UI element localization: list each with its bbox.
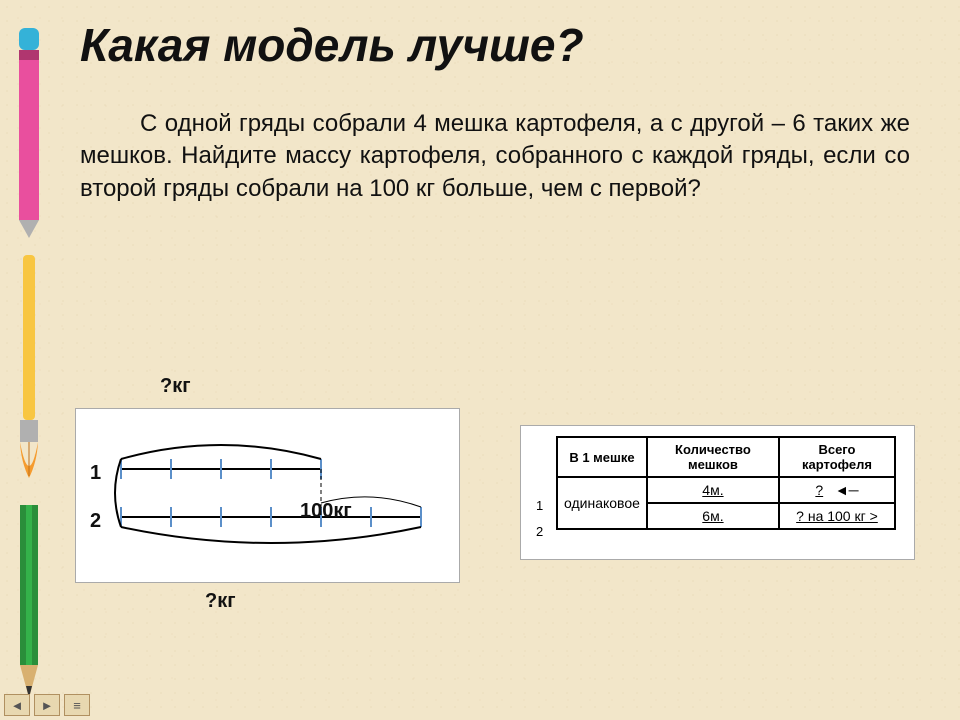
segment-diagram-svg — [76, 409, 461, 584]
table-row: одинаковое 4м. ? ◄─ — [557, 477, 895, 503]
diagram-diff-label: 100кг — [300, 500, 352, 523]
slide-nav: ◄ ► ≡ — [4, 694, 90, 716]
problem-text: С одной гряды собрали 4 мешка картофеля,… — [80, 108, 910, 205]
col-header: Всего картофеля — [779, 437, 895, 477]
comparison-table-box: В 1 мешке Количество мешков Всего картоф… — [520, 425, 915, 560]
cell: ? на 100 кг > — [779, 503, 895, 529]
comparison-table: В 1 мешке Количество мешков Всего картоф… — [556, 436, 896, 530]
prev-slide-button[interactable]: ◄ — [4, 694, 30, 716]
cell: 6м. — [647, 503, 779, 529]
col-header: Количество мешков — [647, 437, 779, 477]
cell: 4м. — [647, 477, 779, 503]
cell-same: одинаковое — [557, 477, 647, 529]
page-title: Какая модель лучше? — [80, 18, 584, 72]
col-header: В 1 мешке — [557, 437, 647, 477]
tools-svg — [4, 10, 52, 710]
pen-icon — [19, 28, 39, 238]
table-row-index: 1 — [536, 498, 543, 513]
table-row-index: 2 — [536, 524, 543, 539]
diagram-top-label: ?кг — [160, 375, 191, 398]
cell: ? ◄─ — [779, 477, 895, 503]
menu-button[interactable]: ≡ — [64, 694, 90, 716]
segment-diagram — [75, 408, 460, 583]
next-slide-button[interactable]: ► — [34, 694, 60, 716]
pencil-icon — [20, 505, 38, 698]
diagram-row2-index: 2 — [90, 510, 101, 533]
diagram-row1-index: 1 — [90, 462, 101, 485]
table-header-row: В 1 мешке Количество мешков Всего картоф… — [557, 437, 895, 477]
brush-icon — [20, 255, 38, 478]
tools-sidebar — [4, 10, 52, 710]
diagram-bottom-label: ?кг — [205, 590, 236, 613]
